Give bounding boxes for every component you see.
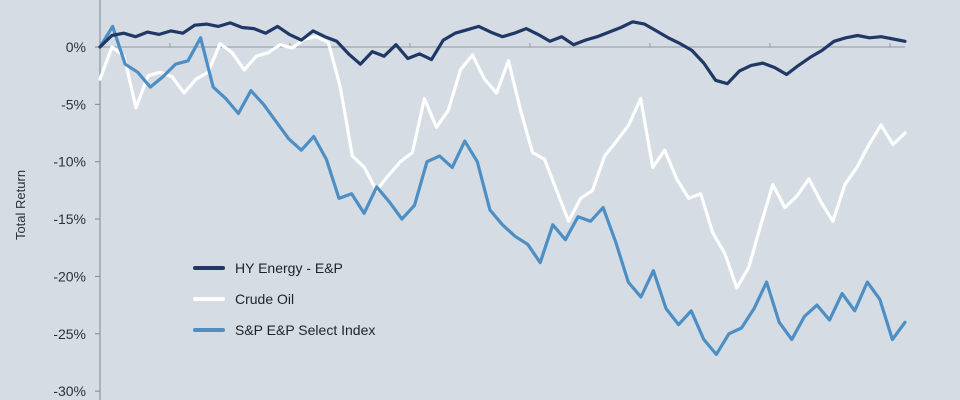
y-tick-label: -15% xyxy=(53,211,86,227)
y-tick-label: -30% xyxy=(53,383,86,399)
y-tick-label: -10% xyxy=(53,154,86,170)
legend-label-2: S&P E&P Select Index xyxy=(235,322,375,338)
y-tick-label: -5% xyxy=(61,96,86,112)
y-tick-label: -20% xyxy=(53,268,86,284)
series-line-2 xyxy=(98,24,907,356)
gridlines xyxy=(99,0,905,400)
y-tick-label: 0% xyxy=(66,39,86,55)
series-lines xyxy=(98,20,907,356)
y-axis-label: Total Return xyxy=(13,170,28,240)
legend: HY Energy - E&P Crude Oil S&P E&P Select I… xyxy=(193,260,375,338)
series-line-0 xyxy=(98,20,907,86)
legend-label-0: HY Energy - E&P xyxy=(235,260,343,276)
series-line-1 xyxy=(98,35,907,290)
y-tick-label: -25% xyxy=(53,326,86,342)
legend-label-1: Crude Oil xyxy=(235,291,294,307)
y-ticks: 0% -5% -10% -15% -20% -25% -30% xyxy=(53,39,100,399)
